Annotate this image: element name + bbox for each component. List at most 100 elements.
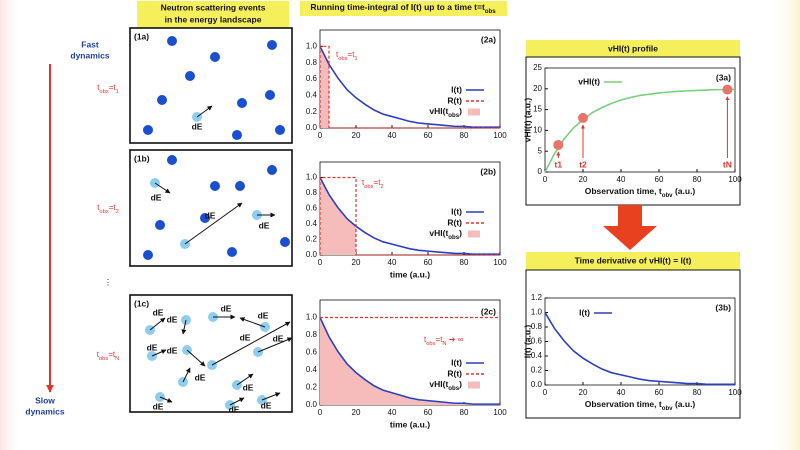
y-tick-label: 20 (533, 84, 542, 93)
arrow-label: dE (153, 401, 164, 411)
annotation: tobs=tN ➔ ∞ (424, 335, 464, 346)
y-axis-label: vHI(t) (a.u.) (522, 98, 532, 143)
arrow-label: dE (258, 310, 269, 320)
y-tick-label: 1.2 (531, 293, 543, 302)
obs-label: tobs=t2 (97, 203, 119, 214)
legend-label: I(t) (451, 357, 462, 367)
x-axis-label: time (a.u.) (390, 419, 430, 429)
y-tick-label: 0.2 (306, 235, 318, 244)
obs-label: tobs=t1 (97, 83, 119, 94)
text-part: Observation time, t (585, 399, 662, 409)
text-part: obs (338, 56, 347, 62)
panel-frame (525, 269, 741, 419)
energy-arrow (236, 373, 254, 386)
energy-arrow (151, 349, 167, 357)
x-tick-label: 60 (424, 131, 433, 140)
energy-arrow (229, 397, 245, 406)
x-tick-label: 40 (617, 388, 626, 397)
y-tick-label: 0.6 (306, 348, 318, 357)
text-part: N (442, 341, 446, 347)
text-part: obs (448, 112, 459, 119)
x-tick-label: 0 (318, 131, 323, 140)
event-dot (267, 40, 277, 50)
y-tick-label: 0.4 (531, 351, 543, 360)
event-dot (265, 90, 275, 100)
text-part: 2 (116, 209, 119, 215)
derivative-arrow (603, 205, 657, 250)
legend-label: R(t) (447, 217, 462, 227)
text-part: t (424, 335, 427, 344)
text-part: t (336, 50, 339, 59)
landscape-frame (129, 149, 293, 267)
text-part: =t (108, 350, 116, 359)
y-tick-label: 0.0 (306, 123, 318, 132)
x-tick-label: 100 (493, 408, 507, 417)
text-part: ) (459, 379, 462, 389)
text-part: =t (109, 83, 117, 92)
panel-label: (2a) (481, 34, 496, 44)
text-part: t (97, 203, 100, 212)
arrow-label: dE (205, 210, 216, 220)
x-tick-label: 20 (579, 388, 588, 397)
header: Running time-integral of I(t) up to a ti… (310, 2, 496, 15)
side-label: dynamics (25, 406, 64, 416)
arrow-label: dE (195, 372, 206, 382)
arrow-label: dE (167, 314, 178, 324)
text-part: =t (109, 203, 117, 212)
text-part: (a.u.) (673, 399, 696, 409)
energy-arrow (239, 317, 266, 328)
legend-label: vHI(tobs) (429, 106, 462, 119)
text-part: obs (99, 356, 108, 362)
energy-arrow (159, 396, 173, 403)
event-dot (267, 165, 277, 175)
x-tick-label: 20 (352, 408, 361, 417)
panel-label: (1c) (134, 298, 149, 308)
arrow-label: dE (147, 342, 158, 352)
area (320, 317, 500, 405)
y-axis-label: I(t) (a.u.) (522, 325, 532, 359)
event-dot (157, 95, 167, 105)
legend-label: vHI(tobs) (429, 228, 462, 241)
text-part: obs (485, 8, 496, 15)
x-tick-label: 0 (318, 258, 323, 267)
x-tick-label: 0 (543, 388, 548, 397)
legend-label: R(t) (447, 95, 462, 105)
x-axis-label: Observation time, tobv (a.u.) (585, 186, 696, 199)
event-dot (275, 125, 285, 135)
y-tick-label: 15 (533, 105, 542, 114)
text-part: vHI(t (429, 228, 448, 238)
text-part: obs (364, 184, 373, 190)
arrow-label: dE (221, 303, 232, 313)
text-part: obv (662, 405, 673, 412)
y-tick-label: 0.6 (306, 74, 318, 83)
text-part: =t (348, 50, 356, 59)
text-part: 1 (354, 56, 357, 62)
event-dot (155, 220, 165, 230)
text-part: Running time-integral of I(t) up to a ti… (310, 2, 485, 12)
line (319, 176, 500, 256)
text-part: obs (448, 385, 459, 392)
energy-arrow (211, 321, 291, 366)
area (320, 46, 329, 129)
arrow-label: dE (153, 307, 164, 317)
energy-arrow (184, 202, 243, 245)
point-marker (578, 112, 588, 123)
panel-label: (1a) (134, 31, 149, 41)
x-tick-label: 80 (693, 175, 702, 184)
panel-label: (2c) (481, 306, 496, 316)
text-part: obs (426, 341, 435, 347)
text-part: t (97, 83, 100, 92)
plot-frame (544, 297, 736, 386)
x-tick-label: 40 (617, 175, 626, 184)
line (319, 317, 500, 405)
y-tick-label: 0.6 (531, 337, 543, 346)
y-tick-label: 0.4 (306, 365, 318, 374)
y-tick-label: 1.0 (306, 313, 318, 322)
text-part: =t (436, 335, 444, 344)
line (319, 45, 500, 129)
text-part: vHI(t (429, 379, 448, 389)
annotation: tobs=t2 (362, 178, 384, 189)
y-tick-label: 10 (533, 126, 542, 135)
obs-label: tobs=tN (97, 350, 120, 361)
energy-arrow (196, 105, 213, 118)
